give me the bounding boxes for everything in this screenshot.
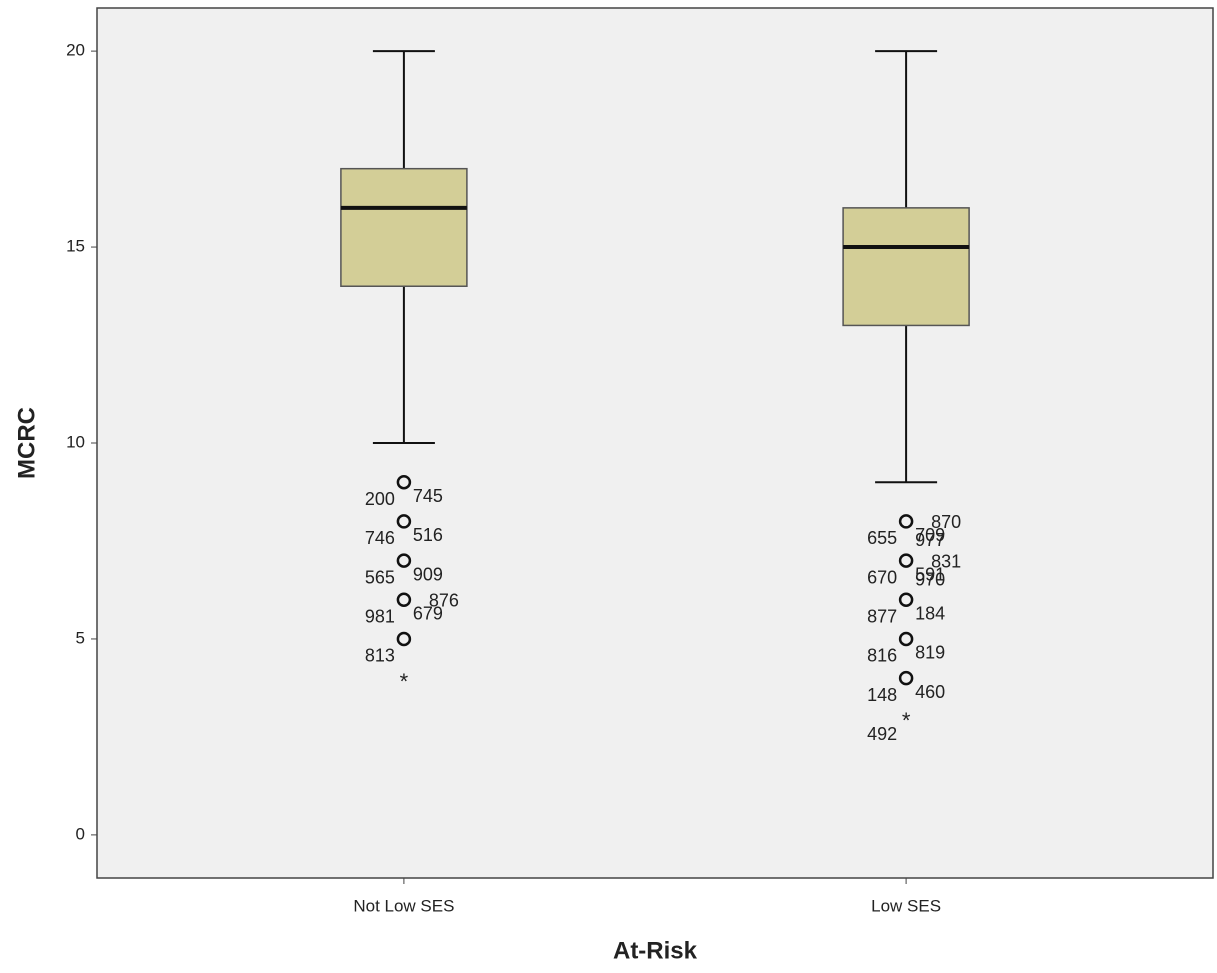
outlier <box>396 553 412 568</box>
outlier-label: 746 <box>365 528 395 548</box>
outlier-label: 819 <box>915 643 945 663</box>
y-tick-label: 20 <box>66 41 85 60</box>
x-axis-title: At-Risk <box>613 937 698 964</box>
outlier-label: 460 <box>915 682 945 702</box>
outlier <box>396 474 412 490</box>
outlier-label: 870 <box>931 512 961 532</box>
outlier-label: 981 <box>365 607 395 627</box>
outlier-label: 591 <box>915 564 945 584</box>
box <box>842 207 970 327</box>
extreme: * <box>400 669 409 694</box>
outlier-label: 516 <box>413 525 443 545</box>
outlier-label: 831 <box>931 551 961 571</box>
outlier-label: 200 <box>365 489 395 509</box>
outlier <box>898 670 914 686</box>
y-tick-label: 0 <box>76 824 85 843</box>
outlier-label: 655 <box>867 528 897 548</box>
outlier-label: 813 <box>365 646 395 666</box>
outlier-label: 709 <box>915 525 945 545</box>
outlier <box>396 592 412 608</box>
outlier <box>898 553 914 568</box>
plot-area <box>96 7 1214 879</box>
outlier-label: 679 <box>413 604 443 624</box>
outlier-label: 977 <box>915 530 945 550</box>
outlier <box>898 631 914 647</box>
y-tick-label: 10 <box>66 432 85 451</box>
outlier <box>396 631 412 647</box>
outlier-label: 970 <box>915 569 945 589</box>
outlier <box>396 514 412 529</box>
y-tick-label: 5 <box>76 628 85 647</box>
x-tick-label: Low SES <box>871 896 941 915</box>
outlier-label: 876 <box>429 591 459 611</box>
extreme: * <box>902 708 911 733</box>
x-tick-label: Not Low SES <box>353 896 454 915</box>
outlier <box>898 514 914 529</box>
y-tick-label: 15 <box>66 237 85 256</box>
outlier-label: 909 <box>413 564 443 584</box>
outlier-label: 565 <box>365 567 395 587</box>
outlier-label: 492 <box>867 724 897 744</box>
outlier-label: 148 <box>867 685 897 705</box>
y-axis-title: MCRC <box>13 407 40 479</box>
outlier-label: 816 <box>867 646 897 666</box>
outlier-label: 670 <box>867 567 897 587</box>
outlier <box>898 592 914 608</box>
outlier-label: 184 <box>915 604 945 624</box>
outlier-label: 877 <box>867 607 897 627</box>
box <box>340 167 468 287</box>
outlier-label: 745 <box>413 486 443 506</box>
